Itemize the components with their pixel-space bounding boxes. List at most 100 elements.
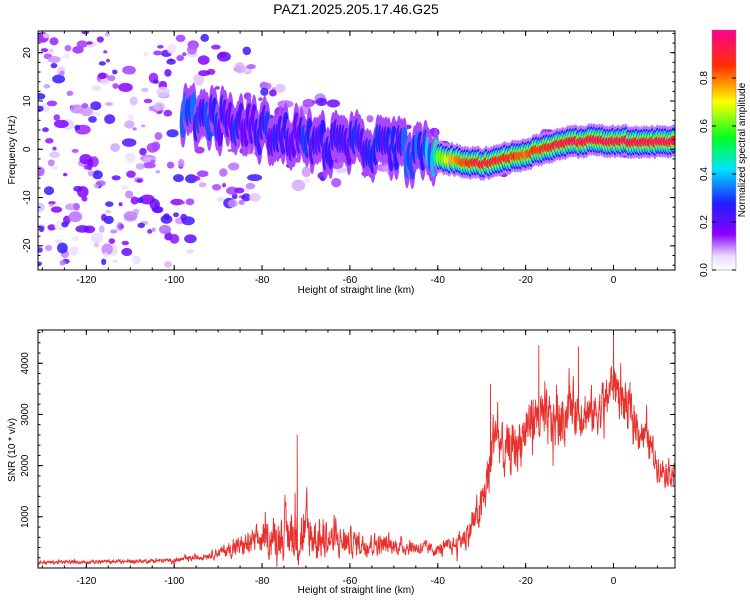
- spectrogram-cell: [169, 234, 180, 244]
- spectrogram-cell: [153, 102, 165, 111]
- snr-panel: -120 -100 -80 -60 -40 -20 0 1000 2000 3000 4000 He…: [7, 329, 676, 596]
- spectrogram-cell: [93, 242, 100, 248]
- spectrogram-cell: [53, 114, 61, 121]
- colorbar-tick-label: 0.6: [699, 119, 710, 133]
- spectrogram-cell: [126, 170, 136, 178]
- spectrogram-heat: [38, 31, 675, 268]
- spectrogram-cell: [175, 34, 186, 42]
- spectrogram-cell: [104, 114, 116, 125]
- spectrogram-cell: [124, 120, 135, 129]
- spectrogram-ridge-cell: [670, 135, 675, 146]
- colorbar-tick-label: 0.2: [699, 215, 710, 229]
- y-tick-label: 0: [22, 146, 33, 152]
- y-tick-label: 10: [22, 95, 33, 107]
- spectrogram-cell: [105, 102, 113, 106]
- colorbar-tick-label: 0.4: [699, 167, 710, 181]
- figure-title: PAZ1.2025.205.17.46.G25: [273, 1, 439, 17]
- x-tick-label: -100: [164, 576, 184, 587]
- spectrogram-cell: [49, 151, 60, 158]
- spectrogram-cell: [71, 236, 80, 241]
- spectrogram-cell: [98, 72, 107, 80]
- spectrogram-cell: [153, 50, 163, 56]
- spectrogram-cell: [211, 44, 221, 50]
- spectrogram-cell: [238, 199, 245, 205]
- spectrogram-cell: [92, 170, 103, 180]
- spectrogram-cell: [112, 83, 119, 89]
- spectrogram-cell: [83, 225, 96, 234]
- y-tick-label: 20: [22, 47, 33, 59]
- spectrogram-cell: [164, 261, 173, 268]
- spectrogram-cell: [86, 41, 93, 45]
- spectrogram-cell: [48, 203, 54, 207]
- spectrogram-cell: [130, 196, 139, 205]
- spectrogram-cell: [173, 212, 179, 218]
- spectrogram-cell: [168, 58, 174, 62]
- spectrogram-cell: [185, 174, 198, 184]
- spectrogram-cell: [193, 73, 205, 86]
- spectrogram-cell: [125, 190, 134, 199]
- x-tick-label: -60: [343, 275, 358, 286]
- spectrogram-cell: [118, 82, 133, 92]
- spectrogram-cell: [87, 170, 94, 177]
- spectrogram-cell: [101, 243, 113, 256]
- spectrogram-cell: [43, 84, 51, 89]
- spectrogram-cell: [164, 69, 172, 77]
- spectrogram-cell: [46, 100, 58, 107]
- spectrogram-cell: [132, 127, 137, 131]
- spectrogram-cell: [227, 199, 238, 208]
- spectrogram-cell: [182, 52, 187, 57]
- x-tick-label: -20: [518, 576, 533, 587]
- spectrogram-cell: [159, 224, 171, 235]
- spectrogram-cell: [42, 127, 49, 133]
- spectrogram-cell: [103, 252, 109, 258]
- y-tick-label: -20: [22, 238, 33, 253]
- spectrogram-cell: [211, 184, 222, 191]
- spectrogram-cell: [196, 170, 209, 177]
- spectrogram-cell: [38, 225, 45, 233]
- spectrogram-cell: [112, 69, 118, 75]
- spectrogram-cell: [160, 214, 173, 224]
- spectrogram-cell: [234, 187, 245, 194]
- y-tick-label: 2000: [20, 454, 31, 477]
- spectrogram-cell: [122, 65, 136, 75]
- spectrogram-cell: [69, 246, 79, 256]
- x-tick-label: -40: [431, 275, 446, 286]
- x-tick-label: -20: [518, 275, 533, 286]
- x-tick-label: -80: [255, 275, 270, 286]
- spectrogram-cell: [59, 70, 65, 77]
- spectrogram-cell: [143, 52, 149, 57]
- spectrogram-cell: [38, 93, 46, 100]
- spectrogram-cell: [103, 50, 108, 54]
- spectrogram-cell: [167, 44, 177, 54]
- spectrogram-cell: [107, 75, 116, 82]
- spectrogram-cell: [260, 87, 269, 96]
- spectrogram-cell: [242, 46, 252, 56]
- spectrogram-cell: [125, 152, 136, 163]
- spectrogram-cell: [122, 138, 137, 147]
- x-tick-label: -100: [164, 275, 184, 286]
- spectrogram-cell: [228, 162, 240, 171]
- spectrogram-cell: [269, 89, 277, 97]
- spectrogram-cell: [150, 159, 156, 164]
- y-tick-label: 3000: [20, 403, 31, 426]
- spectrogram-cell: [50, 206, 63, 213]
- spectrogram-cell: [98, 225, 105, 233]
- spectrogram-cell: [106, 58, 110, 63]
- spectrogram-cell: [53, 119, 69, 129]
- spectrogram-cell: [38, 202, 45, 212]
- spectrogram-cell: [91, 85, 102, 91]
- spectrogram-cell: [100, 78, 110, 85]
- spectrogram-cell: [312, 100, 317, 104]
- spectrogram-cell: [95, 180, 106, 187]
- spectrogram-cell: [142, 162, 156, 169]
- spectrogram-cell: [219, 168, 228, 177]
- colorbar-tick-label: 0.0: [699, 263, 710, 277]
- spectrogram-frame: [37, 30, 676, 271]
- spectrogram-cell: [79, 154, 92, 165]
- spectrogram-cell: [143, 98, 153, 104]
- spectrogram-cell: [315, 97, 328, 107]
- spectrogram-cell: [83, 165, 91, 170]
- spectrogram-cell: [137, 197, 144, 204]
- x-tick-label: -80: [255, 576, 270, 587]
- snr-ylabel: SNR (10 * v/v): [7, 418, 18, 482]
